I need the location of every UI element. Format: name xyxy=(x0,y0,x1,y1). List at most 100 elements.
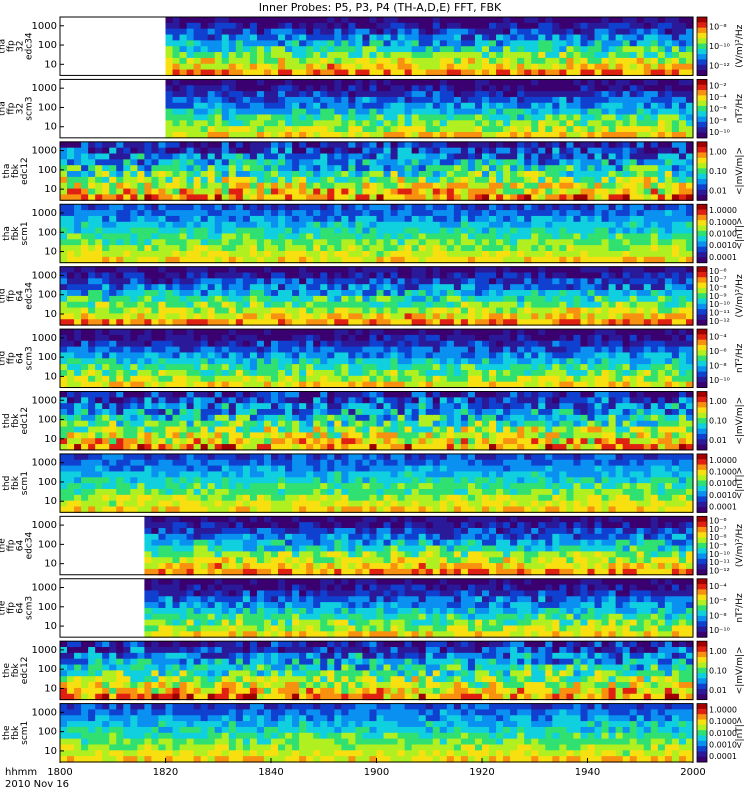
heatmap-cell xyxy=(482,85,490,92)
heatmap-cell xyxy=(425,256,434,264)
heatmap-cell xyxy=(425,210,434,217)
heatmap-cell xyxy=(439,57,448,65)
heatmap-cell xyxy=(327,96,335,104)
heatmap-cell xyxy=(186,233,195,240)
heatmap-cell xyxy=(411,17,420,24)
heatmap-cell xyxy=(306,57,314,65)
heatmap-cell xyxy=(559,108,567,116)
heatmap-cell xyxy=(320,102,328,110)
heatmap-cell xyxy=(256,284,265,291)
heatmap-cell xyxy=(615,256,624,264)
heatmap-cell xyxy=(285,159,293,166)
heatmap-cell xyxy=(299,126,307,133)
heatmap-cell xyxy=(474,239,483,246)
heatmap-cell xyxy=(102,17,110,24)
heatmap-cell xyxy=(102,319,110,326)
heatmap-cell xyxy=(594,307,603,314)
heatmap-cell xyxy=(81,364,89,371)
heatmap-cell xyxy=(109,284,117,291)
heatmap-cell xyxy=(67,245,75,252)
heatmap-cell xyxy=(397,108,406,116)
heatmap-cell xyxy=(467,85,476,92)
heatmap-cell xyxy=(636,28,645,36)
heatmap-cell xyxy=(552,91,560,98)
heatmap-cell xyxy=(348,46,356,53)
heatmap-cell xyxy=(650,63,659,71)
heatmap-cell xyxy=(221,284,230,291)
heatmap-cell xyxy=(566,96,575,104)
panel-label: fbk xyxy=(11,226,21,241)
heatmap-cell xyxy=(271,85,279,92)
heatmap-cell xyxy=(214,352,223,359)
heatmap-cell xyxy=(235,319,244,326)
heatmap-cell xyxy=(489,52,497,59)
heatmap-cell xyxy=(102,227,110,235)
heatmap-cell xyxy=(446,194,455,201)
heatmap-cell xyxy=(643,266,652,274)
heatmap-cell xyxy=(643,278,652,285)
heatmap-cell xyxy=(109,233,117,240)
heatmap-cell xyxy=(671,165,680,172)
heatmap-cell xyxy=(390,295,399,303)
heatmap-cell xyxy=(538,319,546,326)
heatmap-cell xyxy=(404,290,413,297)
heatmap-cell xyxy=(678,239,687,246)
heatmap-cell xyxy=(60,256,68,264)
heatmap-cell xyxy=(439,165,448,172)
heatmap-cell xyxy=(517,194,525,201)
heatmap-cell xyxy=(306,313,314,320)
heatmap-cell xyxy=(207,46,216,53)
heatmap-cell xyxy=(60,182,68,190)
heatmap-cell xyxy=(524,171,532,178)
heatmap-cell xyxy=(67,79,75,86)
heatmap-cell xyxy=(510,295,518,303)
colorbar-tick-label: 10⁻⁶ xyxy=(709,267,727,276)
heatmap-cell xyxy=(573,108,582,116)
heatmap-cell xyxy=(615,165,624,172)
heatmap-cell xyxy=(559,319,567,326)
heatmap-cell xyxy=(256,301,265,309)
heatmap-cell xyxy=(559,256,567,264)
heatmap-cell xyxy=(517,319,525,326)
heatmap-cell xyxy=(566,120,575,127)
heatmap-cell xyxy=(193,250,202,258)
heatmap-cell xyxy=(474,102,483,110)
heatmap-cell xyxy=(369,147,378,155)
heatmap-cell xyxy=(397,63,406,71)
heatmap-cell xyxy=(474,52,483,59)
heatmap-cell xyxy=(503,176,511,184)
heatmap-cell xyxy=(376,165,385,172)
colorbar-tick-label: 1.00 xyxy=(709,148,727,157)
heatmap-cell xyxy=(545,57,553,65)
heatmap-cell xyxy=(116,153,124,160)
heatmap-cell xyxy=(594,227,603,235)
heatmap-cell xyxy=(278,153,286,160)
heatmap-cell xyxy=(165,313,174,320)
heatmap-cell xyxy=(383,210,392,217)
heatmap-cell xyxy=(235,233,244,240)
heatmap-cell xyxy=(207,278,216,285)
heatmap-cell xyxy=(439,126,448,133)
heatmap-cell xyxy=(214,334,223,342)
heatmap-cell xyxy=(594,301,603,309)
heatmap-cell xyxy=(214,126,223,133)
heatmap-cell xyxy=(545,153,553,160)
heatmap-cell xyxy=(566,307,575,314)
heatmap-cell xyxy=(496,215,504,223)
heatmap-cell xyxy=(130,147,138,155)
heatmap-cell xyxy=(404,204,413,211)
heatmap-cell xyxy=(200,153,209,160)
heatmap-cell xyxy=(278,96,286,104)
heatmap-cell xyxy=(439,182,448,190)
heatmap-cell xyxy=(503,266,511,274)
heatmap-cell xyxy=(81,204,89,211)
heatmap-cell xyxy=(383,313,392,320)
heatmap-cell xyxy=(179,28,188,36)
heatmap-cell xyxy=(285,141,293,149)
heatmap-cell xyxy=(636,290,645,297)
heatmap-cell xyxy=(580,239,589,246)
heatmap-cell xyxy=(278,334,286,342)
heatmap-cell xyxy=(278,215,286,223)
heatmap-cell xyxy=(594,46,603,53)
heatmap-cell xyxy=(467,245,476,252)
